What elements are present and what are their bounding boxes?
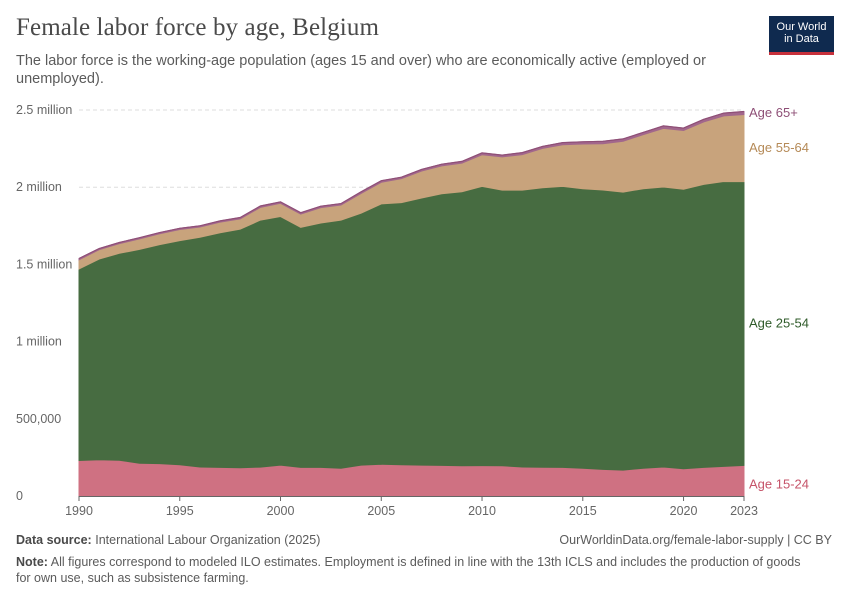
- source-text[interactable]: International Labour Organization (2025): [95, 533, 321, 547]
- series-label-age-65-: Age 65+: [749, 105, 798, 120]
- note-label: Note:: [16, 555, 48, 569]
- x-tick-label: 1990: [65, 504, 93, 518]
- series-label-age-55-64: Age 55-64: [749, 140, 809, 155]
- y-tick-label: 500,000: [16, 412, 61, 426]
- logo-line-2: in Data: [784, 33, 819, 45]
- x-tick-label: 2015: [569, 504, 597, 518]
- y-tick-label: 1 million: [16, 335, 62, 349]
- x-tick-label: 1995: [166, 504, 194, 518]
- x-tick-label: 2010: [468, 504, 496, 518]
- owid-logo[interactable]: Our World in Data: [769, 16, 834, 55]
- note-text: All figures correspond to modeled ILO es…: [16, 555, 801, 585]
- source-url[interactable]: OurWorldinData.org/female-labor-supply |…: [559, 533, 832, 547]
- x-tick-label: 2000: [267, 504, 295, 518]
- series-labels: Age 15-24 Age 25-54 Age 55-64 Age 65+: [749, 105, 809, 492]
- chart-area: 0 500,000 1 million 1.5 million 2 million 2.5…: [16, 103, 809, 518]
- x-tick-label: 2005: [367, 504, 395, 518]
- area-layer: [78, 110, 745, 497]
- source-label: Data source:: [16, 533, 92, 547]
- series-label-age-15-24: Age 15-24: [749, 477, 809, 492]
- x-tick-label: 2020: [670, 504, 698, 518]
- x-tick-label: 2023: [730, 504, 758, 518]
- y-tick-label: 2 million: [16, 180, 62, 194]
- axis-layer: 0 500,000 1 million 1.5 million 2 million 2.5…: [16, 103, 758, 518]
- y-tick-label: 0: [16, 489, 23, 503]
- chart-note: Note: All figures correspond to modeled …: [16, 554, 806, 586]
- logo-line-1: Our World: [776, 21, 827, 33]
- area-age-25-54: [78, 180, 745, 471]
- series-label-age-25-54: Age 25-54: [749, 316, 809, 331]
- area-top-outline: [78, 110, 745, 260]
- y-tick-label: 2.5 million: [16, 103, 72, 117]
- chart-title: Female labor force by age, Belgium: [16, 14, 379, 41]
- data-source: Data source: International Labour Organi…: [16, 533, 320, 547]
- chart-subtitle: The labor force is the working-age popul…: [16, 53, 706, 87]
- y-tick-label: 1.5 million: [16, 257, 72, 271]
